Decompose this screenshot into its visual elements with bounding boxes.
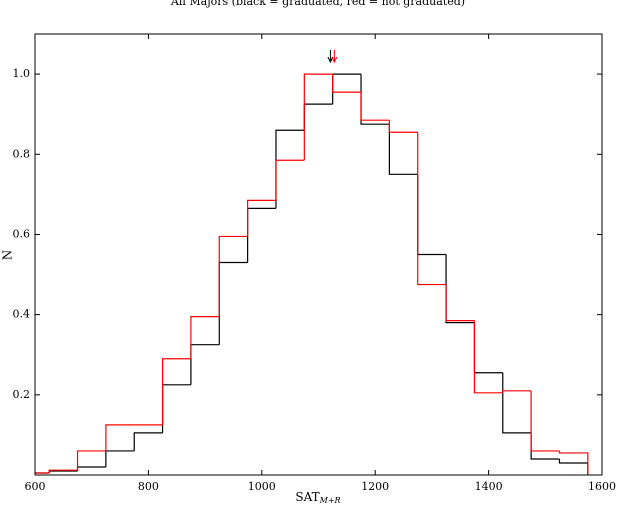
x-tick-label: 800: [138, 480, 159, 493]
histogram-step: [445, 284, 475, 322]
histogram-step: [530, 432, 560, 460]
histogram-step: [530, 390, 560, 452]
histogram-step: [502, 390, 532, 393]
histogram-step: [445, 254, 475, 324]
y-tick-label: 0.4: [13, 308, 31, 321]
histogram-step: [76, 466, 106, 471]
x-tick-label: 1400: [475, 480, 503, 493]
histogram-step: [417, 174, 447, 256]
histogram-step: [417, 132, 447, 286]
histogram-step: [275, 159, 305, 201]
plot-area: [35, 73, 589, 475]
x-axis-label: SATM+R: [295, 490, 340, 506]
mean-arrow: [331, 50, 338, 64]
histogram-step: [332, 74, 362, 93]
x-axis-label-sub: M+R: [319, 496, 341, 505]
x-axis-label-main: SAT: [295, 490, 319, 504]
histogram-step: [332, 73, 362, 105]
histogram-step: [388, 124, 418, 175]
histogram-step: [218, 261, 248, 345]
histogram-step: [303, 103, 333, 131]
x-tick-label: 1000: [248, 480, 276, 493]
histogram-step: [303, 73, 333, 161]
x-tick-label: 1600: [588, 480, 616, 493]
histogram-step: [247, 207, 276, 263]
histogram-step: [275, 129, 305, 209]
y-axis-label: N: [1, 250, 15, 261]
histogram-step: [190, 316, 220, 359]
histogram-step: [133, 432, 163, 451]
histogram-step: [473, 320, 503, 394]
histogram-step: [161, 358, 191, 425]
histogram-step: [76, 450, 106, 471]
histogram-step: [473, 322, 503, 374]
y-tick-label: 1.0: [13, 67, 31, 80]
y-tick-label: 0.6: [13, 227, 31, 240]
histogram-step: [105, 424, 135, 451]
mean-arrow: [327, 50, 334, 64]
histogram-step: [105, 450, 135, 467]
histogram-step: [558, 458, 589, 475]
histogram-step: [218, 235, 248, 317]
histogram-step: [502, 372, 532, 434]
histogram-step: [161, 384, 191, 433]
chart-title: All Majors (black = graduated, red = not…: [170, 0, 465, 8]
y-tick-label: 0.2: [13, 388, 31, 401]
histogram-step: [48, 469, 78, 473]
histogram-step: [190, 344, 220, 385]
histogram-step: [247, 199, 276, 237]
histogram-step: [360, 74, 390, 125]
histogram-step: [558, 450, 589, 475]
x-tick-label: 600: [25, 480, 46, 493]
histogram-step: [35, 472, 50, 474]
histogram-step: [388, 120, 418, 133]
histogram-step: [360, 92, 390, 121]
axes-frame: [34, 33, 603, 476]
y-tick-label: 0.8: [13, 147, 31, 160]
x-tick-label: 1200: [361, 480, 389, 493]
histogram-step: [48, 470, 78, 473]
